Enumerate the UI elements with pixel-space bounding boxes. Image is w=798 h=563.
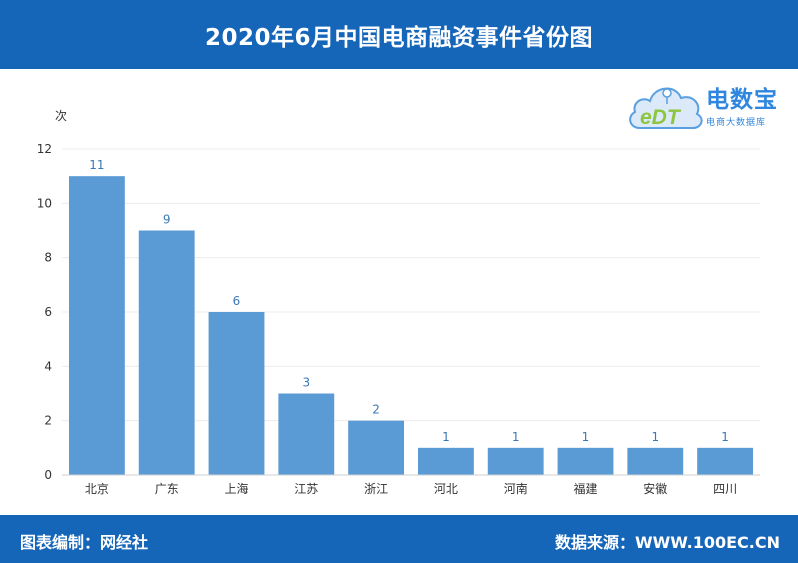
bar-value-label: 1 <box>442 430 450 444</box>
x-tick-label: 安徽 <box>643 481 667 496</box>
bar <box>697 447 754 475</box>
bar <box>627 447 684 475</box>
footer-source-editor: 图表编制：网经社 <box>20 533 149 552</box>
footer-bar: 图表编制：网经社 数据来源：WWW.100EC.CN <box>0 515 798 563</box>
bar <box>208 312 265 475</box>
y-tick-label: 6 <box>44 305 52 319</box>
logo-mark-text: eDT <box>640 106 682 129</box>
y-tick-label: 2 <box>44 414 52 428</box>
bars <box>68 176 754 475</box>
y-tick-label: 8 <box>44 251 52 265</box>
x-tick-label: 江苏 <box>294 482 318 496</box>
bar <box>557 447 614 475</box>
footer-data-source: 数据来源：WWW.100EC.CN <box>554 533 780 552</box>
y-tick-label: 0 <box>44 468 52 482</box>
brand-logo: eDT 电数宝 电商大数据库 <box>626 74 791 136</box>
x-tick-label: 河北 <box>434 482 458 496</box>
chart-title: 2020年6月中国电商融资事件省份图 <box>204 24 594 51</box>
bar-value-label: 1 <box>582 430 590 444</box>
bar-value-label: 1 <box>512 430 520 444</box>
x-tick-label: 河南 <box>504 481 528 496</box>
x-tick-label: 四川 <box>713 482 737 496</box>
x-tick-label: 福建 <box>573 481 597 496</box>
y-tick-label: 12 <box>37 142 52 156</box>
bar-value-label: 1 <box>651 430 659 444</box>
y-tick-labels: 0 2 4 6 8 10 12 <box>37 142 52 482</box>
x-tick-label: 北京 <box>85 482 109 496</box>
bar <box>138 230 195 475</box>
cloud-logo-icon: eDT <box>629 87 703 129</box>
logo-name: 电数宝 <box>706 87 778 113</box>
x-tick-labels: 北京 广东 上海 江苏 浙江 河北 河南 福建 安徽 四川 <box>85 481 737 496</box>
bar-value-label: 11 <box>89 158 104 172</box>
bar-value-label: 9 <box>163 213 171 227</box>
logo-subtitle: 电商大数据库 <box>706 118 767 128</box>
bar <box>278 393 335 475</box>
x-tick-label: 广东 <box>155 482 179 496</box>
x-tick-label: 上海 <box>224 481 248 496</box>
header-bar: 2020年6月中国电商融资事件省份图 <box>0 0 798 69</box>
bar-value-label: 2 <box>372 403 380 417</box>
bar <box>417 447 474 475</box>
y-tick-label: 4 <box>44 359 52 373</box>
x-tick-label: 浙江 <box>364 482 388 496</box>
bar <box>487 447 544 475</box>
y-axis-label: 次 <box>55 109 67 123</box>
bar-value-label: 6 <box>233 294 241 308</box>
bar <box>68 176 125 475</box>
bar <box>348 420 405 475</box>
bar-value-label: 1 <box>721 430 729 444</box>
bar-value-label: 3 <box>302 376 310 390</box>
y-tick-label: 10 <box>37 196 52 210</box>
